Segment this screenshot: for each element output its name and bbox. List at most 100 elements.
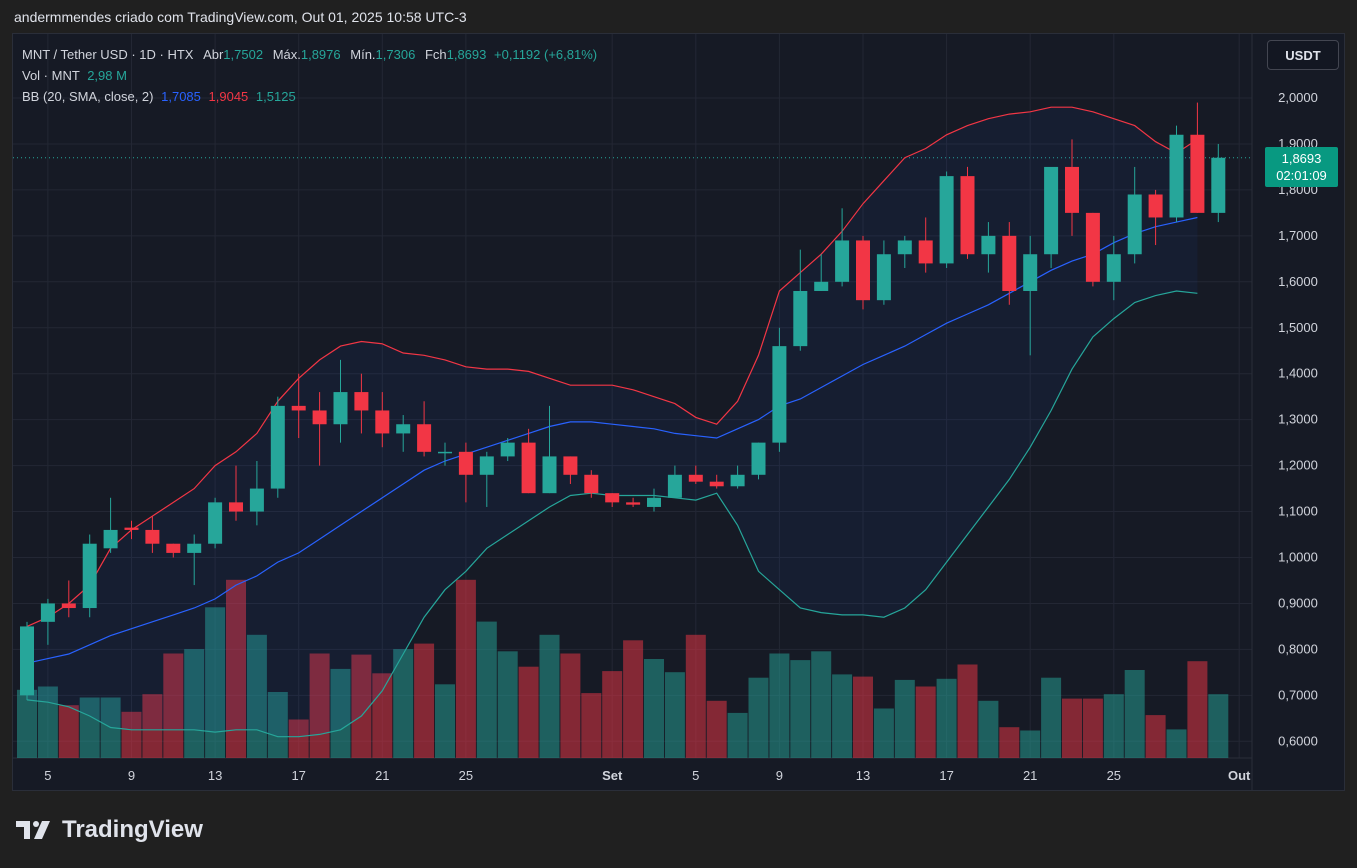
volume-bar	[602, 671, 623, 758]
bb-label[interactable]: BB (20, SMA, close, 2)	[22, 89, 154, 104]
volume-bar	[476, 621, 497, 758]
volume-bar	[455, 579, 476, 758]
price-tick-label: 0,6000	[1278, 733, 1318, 748]
candle-body	[249, 488, 264, 512]
candle	[772, 327, 787, 452]
candle-body	[438, 451, 452, 454]
volume-bar	[1187, 661, 1208, 758]
candle-body	[187, 543, 202, 553]
price-tick-label: 1,5000	[1278, 320, 1318, 335]
candle	[458, 442, 473, 503]
last-price-tag: 1,8693 02:01:09	[1265, 147, 1338, 187]
candle	[82, 534, 97, 618]
high-value: 1,8976	[300, 47, 341, 62]
candle-body	[291, 405, 306, 411]
candle	[500, 438, 515, 462]
candle	[1023, 235, 1038, 356]
candles	[20, 102, 1226, 700]
volume-bar	[142, 694, 163, 758]
price-tick-label: 0,7000	[1278, 687, 1318, 702]
candle	[835, 208, 850, 287]
volume-bar	[17, 689, 37, 758]
volume-bar	[936, 678, 957, 758]
candle	[626, 497, 641, 507]
bb-lower-value: 1,5125	[255, 89, 296, 104]
candle-body	[312, 410, 327, 425]
candle	[20, 621, 34, 700]
candle-body	[229, 502, 243, 512]
low-value: 1,7306	[375, 47, 416, 62]
candle	[688, 465, 703, 484]
volume-bar	[163, 653, 184, 758]
volume-bar	[748, 677, 769, 758]
candle-body	[145, 529, 160, 544]
symbol-name[interactable]: MNT / Tether USD · 1D · HTX	[22, 47, 194, 62]
price-tick-label: 1,6000	[1278, 274, 1318, 289]
time-tick-label: 17	[939, 768, 953, 783]
volume-bar	[790, 660, 811, 758]
price-axis: 2,00001,90001,80001,70001,60001,50001,40…	[1278, 90, 1318, 748]
candle-body	[751, 442, 766, 475]
tradingview-logo-icon	[16, 821, 50, 839]
volume-bar	[497, 651, 518, 758]
volume-bar	[978, 700, 999, 758]
volume-bar	[288, 719, 309, 758]
volume-bar	[330, 668, 351, 758]
volume-bar	[1062, 698, 1082, 758]
candle	[61, 580, 76, 618]
volume-bar	[58, 705, 79, 758]
price-tick-label: 2,0000	[1278, 90, 1318, 105]
candle-body	[542, 456, 557, 494]
volume-bar	[351, 654, 372, 758]
candle-body	[1002, 235, 1017, 291]
candle	[479, 451, 494, 507]
candle	[793, 249, 808, 351]
volume-label[interactable]: Vol · MNT	[22, 68, 80, 83]
close-value: 1,8693	[446, 47, 487, 62]
volume-bar	[539, 634, 560, 758]
time-tick-label: 5	[44, 768, 51, 783]
candle	[1044, 166, 1059, 269]
volume-bars	[17, 579, 1229, 758]
volume-bar	[769, 653, 790, 758]
candle-body	[897, 240, 912, 255]
candle	[939, 171, 954, 269]
candle	[187, 534, 202, 586]
volume-bar	[1208, 694, 1229, 758]
candle	[897, 235, 912, 269]
candle-body	[730, 474, 745, 487]
candle-body	[647, 497, 661, 507]
candle-body	[939, 176, 954, 264]
volume-bar	[853, 676, 873, 758]
volume-bar	[811, 651, 832, 758]
volume-bar	[1166, 729, 1187, 758]
candle-body	[1044, 166, 1059, 255]
tradingview-logo[interactable]: TradingView	[16, 816, 203, 844]
candle-body	[1106, 254, 1121, 282]
volume-bar	[581, 693, 602, 758]
volume-bar	[1103, 694, 1124, 758]
candle-body	[500, 442, 515, 457]
open-label: Abr	[203, 47, 224, 62]
volume-bar	[246, 634, 267, 758]
candle	[521, 428, 536, 494]
candle-body	[1127, 194, 1142, 255]
ohlc-legend-row: MNT / Tether USD · 1D · HTX Abr1,7502 Má…	[22, 44, 597, 65]
time-tick-label: 9	[776, 768, 783, 783]
candle	[542, 405, 557, 494]
volume-bar	[267, 692, 288, 758]
price-tick-label: 1,0000	[1278, 550, 1318, 565]
currency-button[interactable]: USDT	[1267, 40, 1339, 70]
candle-body	[667, 474, 682, 498]
candle-body	[333, 392, 348, 425]
candle	[229, 465, 243, 521]
time-tick-label: 25	[1107, 768, 1121, 783]
time-tick-label: 17	[291, 768, 305, 783]
bb-upper-value: 1,9045	[208, 89, 249, 104]
candle-body	[793, 290, 808, 347]
bb-upper-line	[26, 106, 1198, 627]
volume-value: 2,98 M	[87, 68, 127, 83]
candle	[856, 235, 870, 310]
attribution-text: andermmendes criado com TradingView.com,…	[14, 9, 467, 25]
